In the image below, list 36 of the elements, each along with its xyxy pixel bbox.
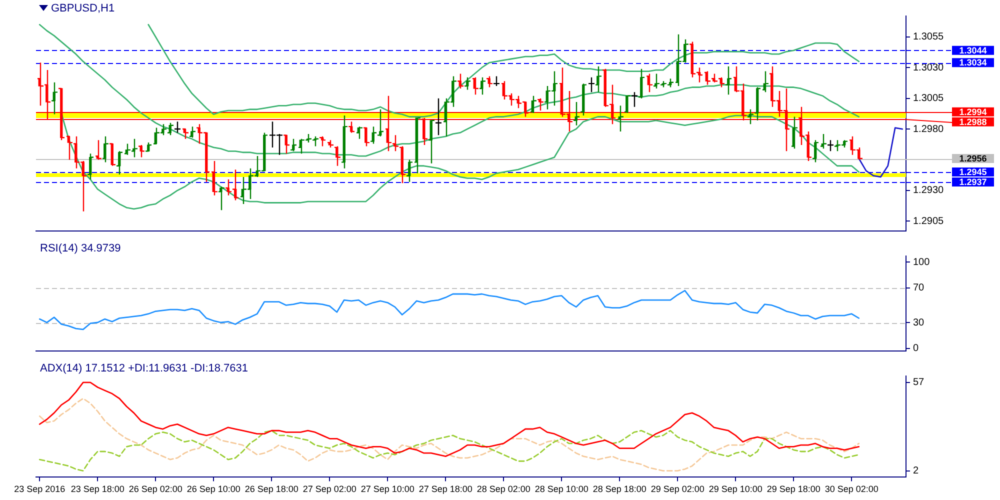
ref-line-label: 1.3034: [959, 58, 987, 68]
ref-line-label: 1.3044: [959, 45, 987, 56]
x-tick-label: 26 Sep 18:00: [244, 484, 298, 494]
ref-line-label: 1.2988: [959, 116, 987, 127]
x-tick-label: 23 Sep 18:00: [70, 484, 124, 494]
x-tick-label: 28 Sep 10:00: [534, 484, 588, 494]
ref-line-label: 1.2937: [959, 177, 987, 188]
x-tick-label: 29 Sep 10:00: [708, 484, 762, 494]
x-tick-label: 27 Sep 10:00: [360, 484, 414, 494]
y-tick-label: 30: [913, 317, 925, 328]
x-tick-label: 27 Sep 18:00: [418, 484, 472, 494]
ref-line-label: 1.2956: [959, 154, 987, 164]
x-tick-label: 29 Sep 18:00: [766, 484, 820, 494]
y-tick-label: 1.3005: [913, 93, 944, 104]
x-tick-label: 28 Sep 02:00: [476, 484, 530, 494]
y-tick-label: 57: [913, 377, 925, 388]
y-tick-label: 100: [913, 256, 930, 268]
chart-title: GBPUSD,H1: [51, 2, 115, 15]
y-tick-label: 1.2980: [913, 124, 944, 135]
x-tick-label: 29 Sep 02:00: [650, 484, 704, 494]
x-tick-label: 27 Sep 02:00: [302, 484, 356, 494]
y-tick-label: 2: [913, 466, 919, 477]
ref-line-label: 1.2945: [959, 167, 987, 178]
x-tick-label: 30 Sep 02:00: [824, 484, 878, 494]
x-tick-label: 28 Sep 18:00: [592, 484, 646, 494]
y-tick-label: 1.2905: [913, 216, 944, 227]
x-tick-label: 23 Sep 2016: [14, 484, 66, 494]
y-tick-label: 0: [913, 343, 919, 354]
y-tick-label: 1.2930: [913, 185, 944, 196]
chart-title: RSI(14) 34.9739: [40, 242, 121, 255]
y-tick-label: 1.3055: [913, 32, 944, 43]
x-tick-label: 26 Sep 02:00: [128, 484, 182, 494]
x-tick-label: 26 Sep 10:00: [186, 484, 240, 494]
y-tick-label: 70: [913, 282, 925, 294]
ref-line-label: 1.2994: [959, 106, 987, 117]
chart-title: ADX(14) 17.1512 +DI:11.9631 -DI:18.7631: [40, 362, 248, 375]
